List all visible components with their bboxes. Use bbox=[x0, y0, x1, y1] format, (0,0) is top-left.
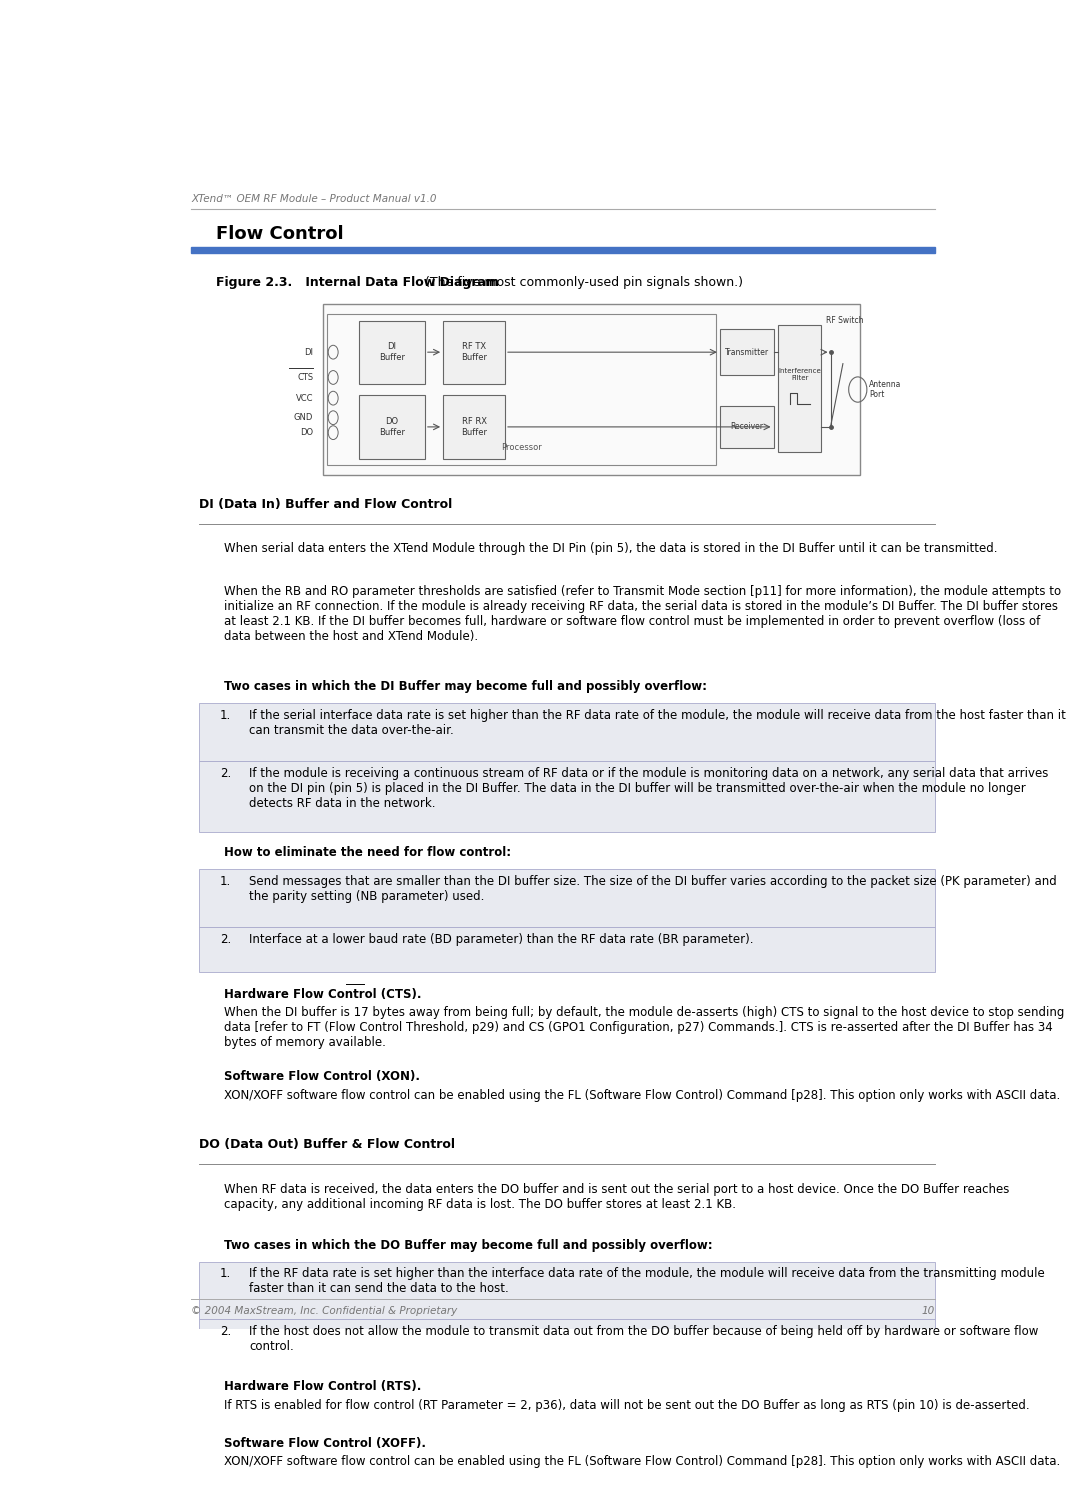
Text: Receiver: Receiver bbox=[730, 423, 763, 431]
Bar bbox=[191, 246, 935, 252]
Text: XON/XOFF software flow control can be enabled using the FL (Software Flow Contro: XON/XOFF software flow control can be en… bbox=[224, 1088, 1061, 1102]
Text: XTend™ OEM RF Module – Product Manual v1.0: XTend™ OEM RF Module – Product Manual v1… bbox=[191, 194, 437, 205]
Text: DI (Data In) Buffer and Flow Control: DI (Data In) Buffer and Flow Control bbox=[199, 497, 453, 511]
Text: Interface at a lower baud rate (BD parameter) than the RF data rate (BR paramete: Interface at a lower baud rate (BD param… bbox=[249, 933, 754, 945]
Text: If RTS is enabled for flow control (RT Parameter = 2, p36), data will not be sen: If RTS is enabled for flow control (RT P… bbox=[224, 1399, 1030, 1412]
Bar bbox=[720, 328, 774, 375]
Bar bbox=[199, 927, 935, 972]
Text: Processor: Processor bbox=[501, 442, 542, 451]
Bar bbox=[199, 869, 935, 927]
Text: When the RB and RO parameter thresholds are satisfied (refer to Transmit Mode se: When the RB and RO parameter thresholds … bbox=[224, 585, 1062, 643]
Bar bbox=[443, 396, 505, 458]
Text: 1.: 1. bbox=[220, 875, 231, 888]
Bar bbox=[720, 406, 774, 448]
Text: Hardware Flow Control (CTS).: Hardware Flow Control (CTS). bbox=[224, 988, 425, 1000]
Text: If the serial interface data rate is set higher than the RF data rate of the mod: If the serial interface data rate is set… bbox=[249, 709, 1066, 738]
Text: When the DI buffer is 17 bytes away from being full; by default, the module de-a: When the DI buffer is 17 bytes away from… bbox=[224, 1006, 1065, 1050]
Text: DI: DI bbox=[305, 348, 313, 357]
Text: If the module is receiving a continuous stream of RF data or if the module is mo: If the module is receiving a continuous … bbox=[249, 767, 1048, 809]
Text: DO: DO bbox=[301, 428, 313, 437]
Text: Figure 2.3.   Internal Data Flow Diagram: Figure 2.3. Internal Data Flow Diagram bbox=[215, 276, 499, 288]
Text: RF Switch: RF Switch bbox=[826, 315, 863, 324]
Text: Flow Control: Flow Control bbox=[215, 225, 343, 243]
Text: 1.: 1. bbox=[220, 709, 231, 721]
Text: When serial data enters the XTend Module through the DI Pin (pin 5), the data is: When serial data enters the XTend Module… bbox=[224, 542, 998, 555]
Text: DO (Data Out) Buffer & Flow Control: DO (Data Out) Buffer & Flow Control bbox=[199, 1138, 455, 1151]
Text: DI
Buffer: DI Buffer bbox=[378, 342, 405, 361]
Bar bbox=[359, 321, 425, 384]
Text: 1.: 1. bbox=[220, 1268, 231, 1281]
Text: Two cases in which the DI Buffer may become full and possibly overflow:: Two cases in which the DI Buffer may bec… bbox=[224, 681, 707, 693]
Text: DO
Buffer: DO Buffer bbox=[378, 417, 405, 436]
Bar bbox=[199, 1262, 935, 1320]
Bar bbox=[199, 703, 935, 761]
Text: GND: GND bbox=[294, 414, 313, 423]
Bar bbox=[778, 324, 822, 452]
Text: Send messages that are smaller than the DI buffer size. The size of the DI buffe: Send messages that are smaller than the … bbox=[249, 875, 1056, 903]
Bar bbox=[323, 305, 860, 475]
Text: Software Flow Control (XOFF).: Software Flow Control (XOFF). bbox=[224, 1436, 431, 1450]
Text: CTS: CTS bbox=[297, 373, 313, 382]
Bar bbox=[327, 314, 715, 466]
Text: Two cases in which the DO Buffer may become full and possibly overflow:: Two cases in which the DO Buffer may bec… bbox=[224, 1239, 713, 1251]
Text: If the RF data rate is set higher than the interface data rate of the module, th: If the RF data rate is set higher than t… bbox=[249, 1268, 1045, 1296]
Text: 10: 10 bbox=[921, 1306, 935, 1315]
Text: Transmitter: Transmitter bbox=[725, 348, 769, 357]
Text: XON/XOFF software flow control can be enabled using the FL (Software Flow Contro: XON/XOFF software flow control can be en… bbox=[224, 1456, 1061, 1468]
Text: VCC: VCC bbox=[296, 394, 313, 403]
Bar bbox=[443, 321, 505, 384]
Text: Software Flow Control (XON).: Software Flow Control (XON). bbox=[224, 1070, 424, 1084]
Text: RF RX
Buffer: RF RX Buffer bbox=[461, 417, 487, 436]
Text: How to eliminate the need for flow control:: How to eliminate the need for flow contr… bbox=[224, 847, 512, 858]
Text: Interference
Filter: Interference Filter bbox=[778, 369, 821, 381]
Text: When RF data is received, the data enters the DO buffer and is sent out the seri: When RF data is received, the data enter… bbox=[224, 1182, 1010, 1211]
Text: If the host does not allow the module to transmit data out from the DO buffer be: If the host does not allow the module to… bbox=[249, 1326, 1038, 1353]
Text: Antenna
Port: Antenna Port bbox=[870, 379, 902, 399]
Text: 2.: 2. bbox=[220, 933, 231, 945]
Text: 2.: 2. bbox=[220, 767, 231, 779]
Text: (The five most commonly-used pin signals shown.): (The five most commonly-used pin signals… bbox=[421, 276, 743, 288]
Bar bbox=[199, 1320, 935, 1365]
Text: RF TX
Buffer: RF TX Buffer bbox=[461, 342, 487, 361]
Text: Hardware Flow Control (RTS).: Hardware Flow Control (RTS). bbox=[224, 1381, 425, 1393]
Bar bbox=[359, 396, 425, 458]
Bar bbox=[199, 761, 935, 832]
Text: 2.: 2. bbox=[220, 1326, 231, 1338]
Text: © 2004 MaxStream, Inc. Confidential & Proprietary: © 2004 MaxStream, Inc. Confidential & Pr… bbox=[191, 1306, 457, 1315]
